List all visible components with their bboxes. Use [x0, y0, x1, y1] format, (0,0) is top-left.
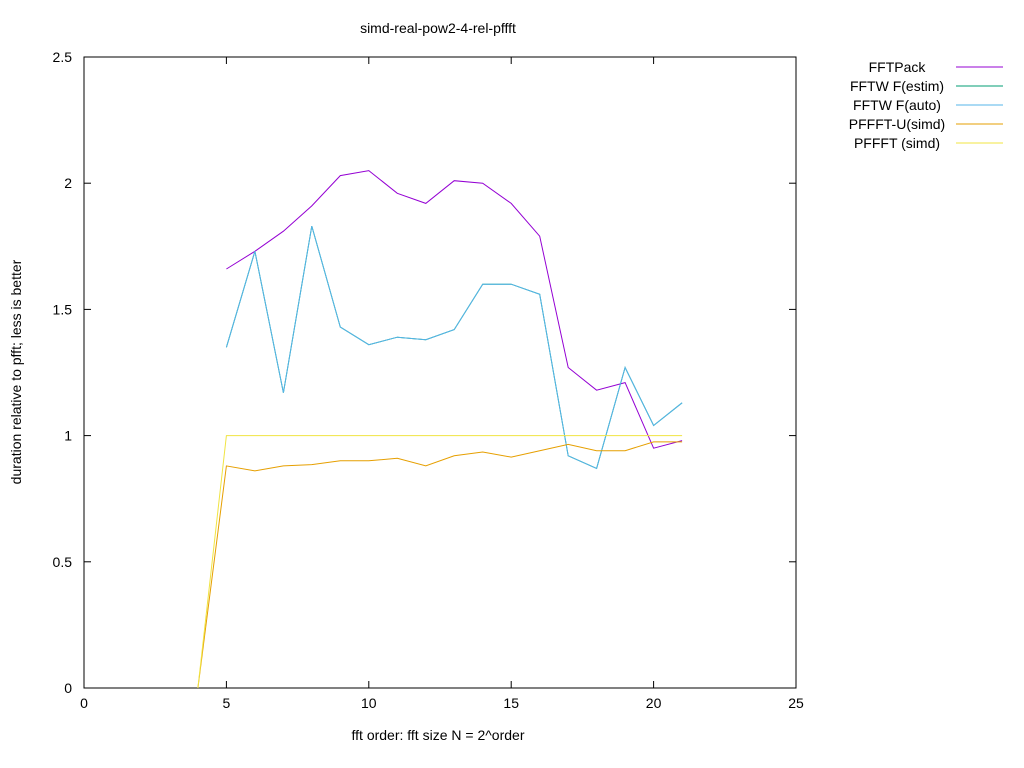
x-tick-label: 5 [223, 695, 231, 711]
y-tick-label: 1.5 [53, 301, 73, 317]
plot-frame [83, 56, 797, 689]
y-axis: 0 0.5 1 1.5 2 2.5 [53, 49, 796, 696]
series-line-0 [226, 170, 683, 449]
y-tick-label: 0 [64, 680, 72, 696]
x-axis: 0 5 10 15 20 25 [80, 57, 804, 711]
series-lines [197, 170, 683, 689]
legend-label: FFTW F(estim) [850, 78, 944, 94]
series-line-2 [225, 225, 683, 470]
x-tick-label: 15 [503, 695, 519, 711]
y-tick-label: 2.5 [53, 49, 73, 65]
series-line-4 [197, 435, 683, 689]
x-tick-label: 10 [361, 695, 377, 711]
legend-label: PFFFT-U(simd) [849, 116, 945, 132]
y-tick-label: 1 [64, 428, 72, 444]
y-tick-label: 2 [64, 175, 72, 191]
y-tick-label: 0.5 [53, 554, 73, 570]
x-tick-label: 0 [80, 695, 88, 711]
legend-label: FFTW F(auto) [853, 97, 941, 113]
x-tick-label: 20 [646, 695, 662, 711]
chart-title: simd-real-pow2-4-rel-pffft [360, 20, 516, 36]
legend-label: FFTPack [869, 59, 927, 75]
legend-label: PFFFT (simd) [854, 135, 940, 151]
series-line-1 [225, 225, 683, 470]
x-axis-label: fft order: fft size N = 2^order [352, 727, 525, 743]
y-axis-label: duration relative to pfft; less is bette… [8, 259, 24, 484]
x-tick-label: 25 [788, 695, 804, 711]
series-line-3 [197, 441, 683, 689]
legend: FFTPack FFTW F(estim) FFTW F(auto) PFFFT-U(… [849, 59, 1003, 151]
